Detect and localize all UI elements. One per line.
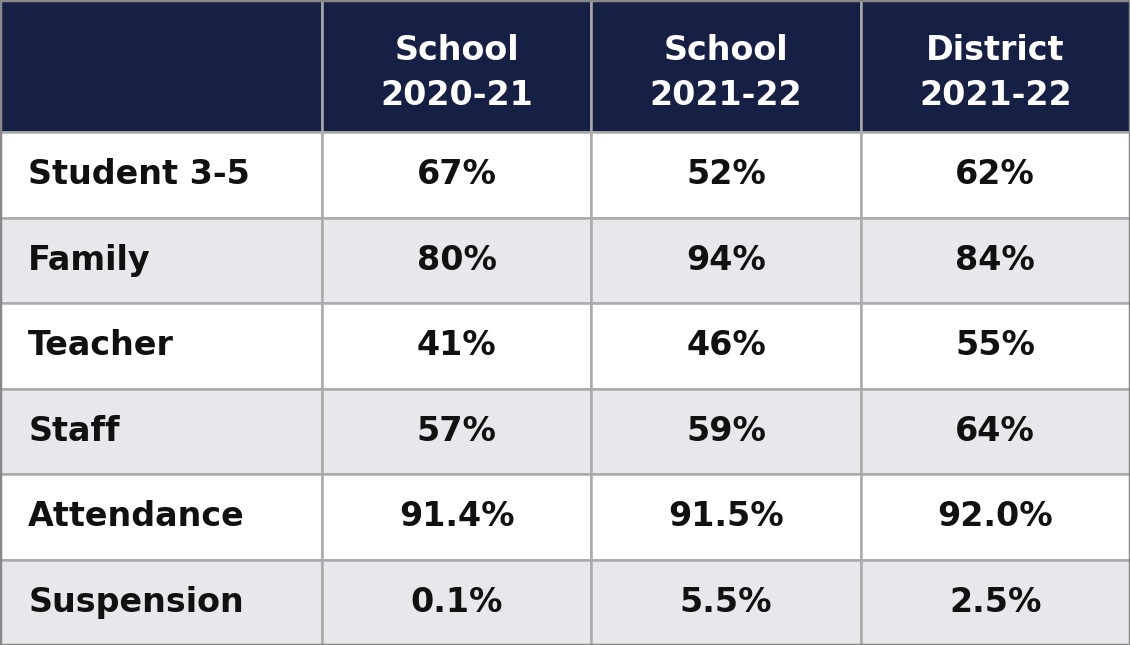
- Bar: [591, 217, 861, 303]
- Text: 91.5%: 91.5%: [668, 501, 784, 533]
- Text: 46%: 46%: [686, 330, 766, 362]
- Bar: [322, 132, 591, 217]
- Bar: [0, 474, 322, 560]
- Bar: [0, 559, 322, 645]
- Text: Teacher: Teacher: [28, 330, 174, 362]
- Text: 41%: 41%: [417, 330, 496, 362]
- Bar: [322, 388, 591, 474]
- Bar: [0, 388, 322, 474]
- Bar: [591, 388, 861, 474]
- Text: 62%: 62%: [955, 159, 1035, 192]
- Text: District: District: [925, 34, 1064, 66]
- Text: 2021-22: 2021-22: [650, 79, 802, 112]
- Bar: [861, 559, 1130, 645]
- Text: 57%: 57%: [417, 415, 496, 448]
- Text: 52%: 52%: [686, 159, 766, 192]
- Text: 92.0%: 92.0%: [938, 501, 1053, 533]
- Bar: [861, 388, 1130, 474]
- Bar: [322, 474, 591, 560]
- Text: 0.1%: 0.1%: [410, 586, 503, 619]
- Text: Attendance: Attendance: [28, 501, 245, 533]
- Bar: [322, 0, 591, 132]
- Bar: [0, 132, 322, 217]
- Text: 91.4%: 91.4%: [399, 501, 514, 533]
- Text: Family: Family: [28, 244, 151, 277]
- Bar: [0, 217, 322, 303]
- Text: Staff: Staff: [28, 415, 120, 448]
- Text: 2.5%: 2.5%: [949, 586, 1042, 619]
- Text: 64%: 64%: [955, 415, 1035, 448]
- Bar: [591, 132, 861, 217]
- Bar: [591, 474, 861, 560]
- Text: 5.5%: 5.5%: [680, 586, 772, 619]
- Bar: [861, 474, 1130, 560]
- Bar: [591, 0, 861, 132]
- Text: Student 3-5: Student 3-5: [28, 159, 250, 192]
- Text: School: School: [394, 34, 519, 66]
- Text: 2020-21: 2020-21: [381, 79, 533, 112]
- Text: 84%: 84%: [955, 244, 1035, 277]
- Bar: [322, 303, 591, 388]
- Bar: [0, 0, 322, 132]
- Bar: [0, 303, 322, 388]
- Bar: [322, 217, 591, 303]
- Bar: [861, 0, 1130, 132]
- Text: Suspension: Suspension: [28, 586, 244, 619]
- Bar: [861, 217, 1130, 303]
- Text: 2021-22: 2021-22: [919, 79, 1071, 112]
- Text: 55%: 55%: [955, 330, 1035, 362]
- Bar: [591, 559, 861, 645]
- Text: 80%: 80%: [417, 244, 496, 277]
- Bar: [861, 303, 1130, 388]
- Bar: [861, 132, 1130, 217]
- Text: 59%: 59%: [686, 415, 766, 448]
- Bar: [322, 559, 591, 645]
- Text: School: School: [663, 34, 789, 66]
- Text: 94%: 94%: [686, 244, 766, 277]
- Bar: [591, 303, 861, 388]
- Text: 67%: 67%: [417, 159, 496, 192]
